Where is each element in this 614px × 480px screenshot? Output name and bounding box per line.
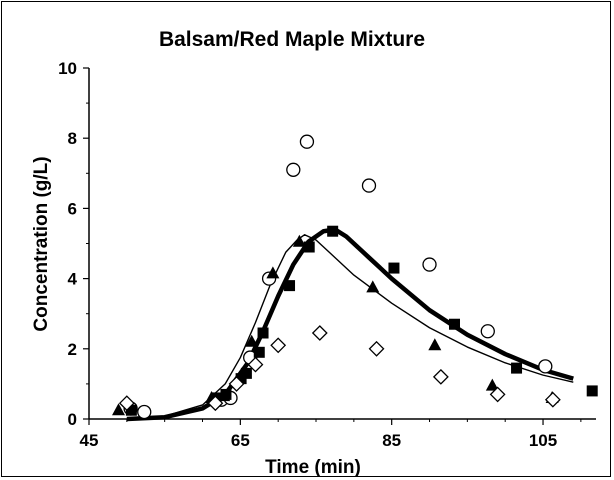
filled-square-point	[586, 385, 598, 397]
x-tick-label: 45	[80, 431, 99, 450]
thin-fit-curve	[126, 234, 574, 420]
y-tick-label: 6	[68, 199, 77, 218]
chart-title: Balsam/Red Maple Mixture	[159, 28, 425, 51]
open-diamond-point	[311, 325, 328, 341]
y-tick-label: 10	[58, 59, 77, 78]
filled-square-point	[240, 367, 252, 379]
open-diamond-point	[247, 356, 264, 373]
axes: 0 2 4 6 8 10 45 65 85 105	[58, 59, 596, 450]
filled-triangle-point	[292, 234, 306, 247]
filled-square-point	[327, 225, 339, 237]
open-diamond-point	[489, 386, 506, 403]
open-diamond-point	[270, 337, 287, 354]
open-circle-point	[137, 404, 152, 420]
x-axis-label: Time (min)	[265, 457, 361, 478]
filled-triangle-point	[366, 280, 380, 293]
x-tick-label: 105	[529, 431, 557, 450]
open-diamond-point	[207, 395, 224, 412]
open-diamond-point	[368, 340, 385, 357]
filled-square-point	[253, 346, 265, 358]
open-circle-point	[286, 162, 301, 177]
filled-square-point	[284, 280, 296, 292]
y-tick-label: 4	[68, 270, 78, 289]
fitted-curves	[126, 227, 574, 422]
open-circle-point	[538, 359, 553, 374]
filled-triangle-point	[485, 378, 499, 391]
filled-triangle-point	[112, 403, 126, 416]
filled-triangle-point	[217, 389, 231, 402]
thick-fit-curve	[126, 227, 574, 422]
open-diamond-point	[544, 391, 561, 408]
y-axis-label: Concentration (g/L)	[31, 156, 52, 331]
y-tick-label: 8	[68, 129, 77, 148]
filled-square-point	[257, 327, 269, 339]
filled-triangle-point	[245, 334, 259, 347]
open-diamond-point	[118, 395, 135, 412]
open-circle-point	[480, 324, 495, 339]
filled-square-point	[388, 262, 400, 274]
x-tick-label: 85	[382, 431, 401, 450]
filled-square-point	[448, 318, 460, 330]
x-tick-label: 65	[231, 431, 250, 450]
data-markers	[112, 134, 598, 420]
open-diamond-point	[432, 368, 449, 385]
open-circle-point	[299, 134, 315, 149]
filled-square-point	[303, 241, 315, 253]
filled-triangle-point	[266, 266, 280, 279]
open-circle-point	[361, 178, 377, 193]
y-tick-label: 2	[68, 340, 77, 359]
open-circle-point	[422, 257, 437, 272]
filled-square-point	[511, 362, 523, 374]
open-diamond-point	[228, 375, 245, 392]
y-tick-label: 0	[68, 410, 77, 429]
filled-triangle-point	[428, 338, 442, 351]
filled-square-point	[125, 404, 137, 416]
